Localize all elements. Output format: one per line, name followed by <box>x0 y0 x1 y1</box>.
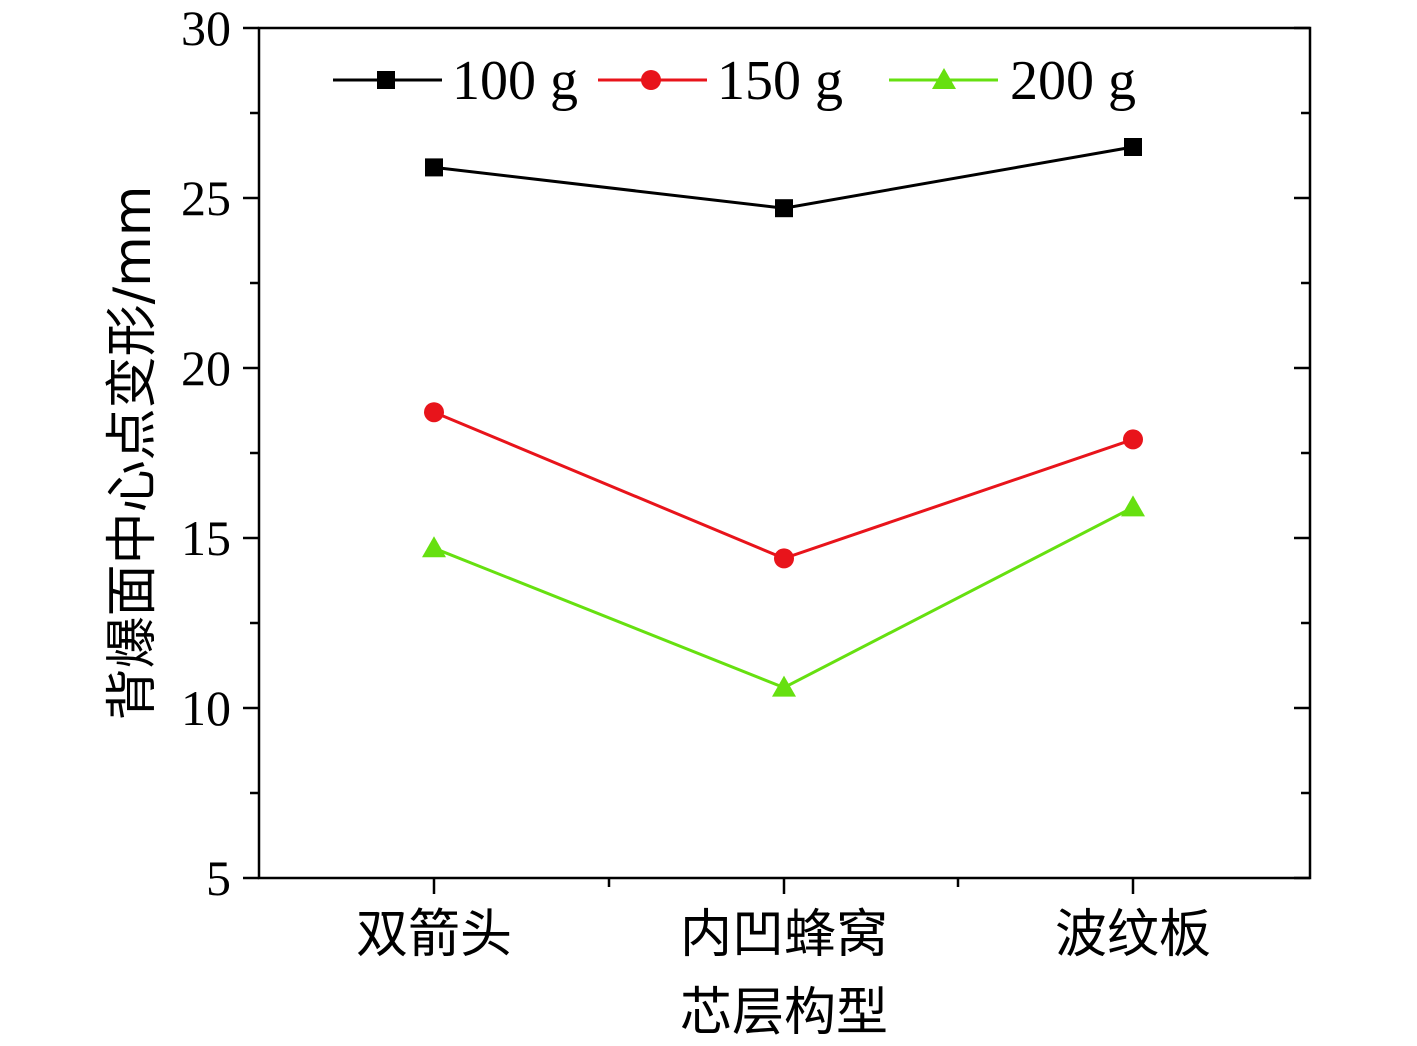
y-tick-label: 10 <box>181 680 231 736</box>
legend-label: 200 g <box>1010 50 1136 112</box>
axis-ticks <box>243 26 1310 894</box>
x-tick-label: 内凹蜂窝 <box>680 905 888 965</box>
legend-marker <box>932 68 956 89</box>
data-point <box>1123 429 1143 450</box>
y-tick-label: 25 <box>181 170 231 226</box>
data-point <box>772 675 796 697</box>
data-point <box>424 402 444 423</box>
data-point <box>425 158 443 177</box>
series-2 <box>422 495 1145 697</box>
plot-frame <box>257 26 1312 880</box>
x-axis-title: 芯层构型 <box>680 983 888 1043</box>
y-tick-label: 15 <box>181 510 231 566</box>
y-tick-label: 30 <box>181 0 231 56</box>
legend: 100 g 150 g 200 g <box>333 50 1136 112</box>
legend-item: 150 g <box>598 50 843 112</box>
legend-label: 150 g <box>717 50 843 112</box>
legend-item: 100 g <box>333 50 578 112</box>
legend-marker <box>377 71 395 89</box>
data-point <box>422 536 446 558</box>
x-tick-labels: 双箭头 内凹蜂窝 波纹板 <box>356 905 1211 965</box>
data-point <box>775 199 793 218</box>
x-tick-label: 双箭头 <box>356 905 512 965</box>
data-point <box>1121 495 1145 517</box>
legend-label: 100 g <box>452 50 578 112</box>
x-tick-label: 波纹板 <box>1055 905 1211 965</box>
data-point <box>1124 138 1142 156</box>
series-line <box>433 506 1134 690</box>
legend-item: 200 g <box>889 50 1136 112</box>
series-layer <box>422 138 1145 697</box>
series-0 <box>425 138 1142 218</box>
y-tick-labels: 5 10 15 20 25 30 <box>181 0 231 906</box>
y-tick-label: 20 <box>181 340 231 396</box>
series-1 <box>424 402 1143 569</box>
legend-marker <box>641 70 661 90</box>
series-line <box>433 145 1134 210</box>
series-line <box>433 410 1134 561</box>
y-axis-title: 背爆面中心点变形/mm <box>103 186 163 721</box>
y-tick-label: 5 <box>206 850 231 906</box>
data-point <box>774 548 794 569</box>
